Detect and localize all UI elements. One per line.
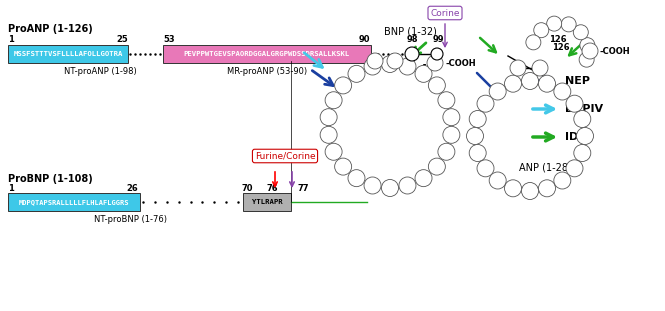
Text: 70: 70: [241, 184, 253, 193]
Circle shape: [579, 52, 594, 67]
Circle shape: [438, 92, 455, 109]
Circle shape: [387, 53, 403, 69]
Circle shape: [428, 158, 446, 175]
Text: 108: 108: [422, 64, 439, 73]
Text: YTLRAPR: YTLRAPR: [251, 199, 283, 205]
Circle shape: [364, 177, 381, 194]
Circle shape: [325, 92, 342, 109]
Circle shape: [325, 143, 342, 160]
Circle shape: [405, 47, 419, 61]
Text: 90: 90: [358, 35, 370, 44]
Circle shape: [573, 25, 589, 40]
Circle shape: [561, 17, 576, 32]
Circle shape: [521, 72, 539, 90]
Circle shape: [334, 77, 352, 94]
Circle shape: [566, 95, 583, 112]
Circle shape: [477, 160, 494, 177]
Circle shape: [532, 60, 548, 76]
Circle shape: [469, 110, 486, 128]
Circle shape: [577, 128, 593, 145]
Circle shape: [547, 16, 562, 31]
Circle shape: [348, 170, 365, 187]
Circle shape: [399, 177, 416, 194]
Text: MR-proANP (53-90): MR-proANP (53-90): [227, 67, 307, 76]
Text: 1: 1: [8, 35, 14, 44]
Circle shape: [427, 55, 443, 71]
FancyBboxPatch shape: [163, 45, 371, 63]
Text: DPPIV: DPPIV: [565, 104, 603, 114]
Circle shape: [534, 23, 549, 38]
FancyBboxPatch shape: [243, 193, 291, 211]
Text: 77: 77: [298, 184, 309, 193]
Text: NT-proANP (1-98): NT-proANP (1-98): [64, 67, 136, 76]
Text: 126: 126: [549, 35, 567, 44]
Text: ANP (1-28): ANP (1-28): [519, 163, 571, 173]
Circle shape: [443, 126, 460, 143]
Text: 99: 99: [432, 35, 444, 44]
Circle shape: [431, 48, 443, 60]
Text: -COOH: -COOH: [600, 47, 630, 55]
Circle shape: [334, 158, 352, 175]
Text: BNP (1-32): BNP (1-32): [384, 26, 436, 36]
Circle shape: [367, 53, 383, 69]
FancyBboxPatch shape: [8, 193, 140, 211]
Circle shape: [505, 75, 521, 92]
Circle shape: [438, 143, 455, 160]
Text: NT-proBNP (1-76): NT-proBNP (1-76): [94, 215, 166, 224]
Circle shape: [574, 145, 591, 161]
Circle shape: [526, 35, 541, 50]
Text: 98: 98: [406, 35, 418, 44]
Text: 1: 1: [8, 184, 14, 193]
Circle shape: [539, 75, 555, 92]
Text: NEP: NEP: [565, 76, 590, 86]
Circle shape: [566, 160, 583, 177]
Circle shape: [415, 170, 432, 187]
Circle shape: [467, 128, 483, 145]
Circle shape: [382, 55, 398, 72]
Text: Corine: Corine: [430, 8, 460, 17]
Text: 53: 53: [163, 35, 175, 44]
Circle shape: [505, 180, 521, 197]
Circle shape: [489, 172, 506, 189]
Text: ProANP (1-126): ProANP (1-126): [8, 24, 92, 34]
Circle shape: [469, 145, 486, 161]
Circle shape: [382, 179, 398, 197]
Circle shape: [477, 95, 494, 112]
FancyBboxPatch shape: [8, 45, 128, 63]
Text: MSSFSTTTVSFLLLLAFOLLGOTRA: MSSFSTTTVSFLLLLAFOLLGOTRA: [13, 51, 122, 57]
Text: Furine/Corine: Furine/Corine: [255, 151, 315, 160]
Circle shape: [489, 83, 506, 100]
Circle shape: [574, 110, 591, 128]
Circle shape: [510, 60, 526, 76]
Circle shape: [399, 58, 416, 75]
Circle shape: [348, 65, 365, 82]
Circle shape: [415, 65, 432, 82]
Text: 126: 126: [553, 44, 570, 53]
Circle shape: [580, 38, 595, 53]
Circle shape: [582, 43, 598, 59]
Circle shape: [320, 126, 337, 143]
Text: MDPQTAPSRALLLLLFLHLAFLGGRS: MDPQTAPSRALLLLLFLHLAFLGGRS: [19, 199, 129, 205]
Circle shape: [521, 183, 539, 199]
Circle shape: [443, 109, 460, 126]
Circle shape: [364, 58, 381, 75]
Text: PEVPPWTGEVSPAORDGGALGRGPWDSSDRSALLKSKL: PEVPPWTGEVSPAORDGGALGRGPWDSSDRSALLKSKL: [184, 51, 350, 57]
Text: IDE: IDE: [565, 132, 586, 142]
Text: ProBNP (1-108): ProBNP (1-108): [8, 174, 92, 184]
Text: 25: 25: [116, 35, 128, 44]
Text: -COOH: -COOH: [445, 58, 475, 67]
Circle shape: [428, 77, 446, 94]
Text: 76: 76: [266, 184, 278, 193]
Circle shape: [554, 83, 571, 100]
Circle shape: [320, 109, 337, 126]
Circle shape: [554, 172, 571, 189]
Text: 26: 26: [126, 184, 138, 193]
Circle shape: [539, 180, 555, 197]
